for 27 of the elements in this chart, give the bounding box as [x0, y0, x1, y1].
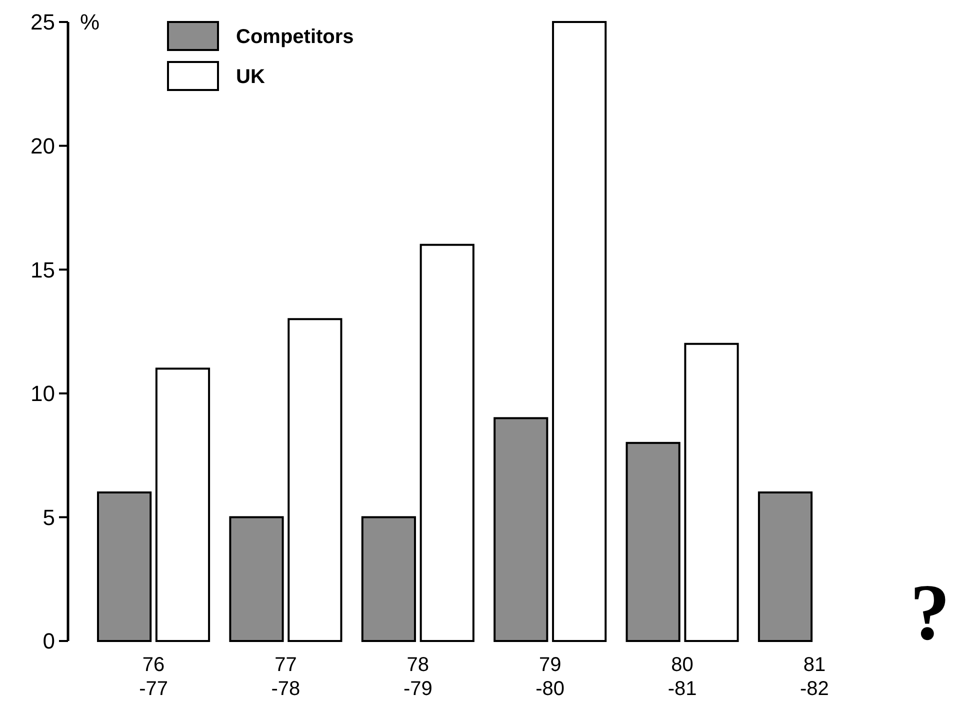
text: ? — [910, 569, 950, 657]
legend-label: UK — [236, 66, 266, 88]
bar — [494, 417, 548, 642]
y-tick-label: 0 — [42, 628, 55, 654]
bar — [552, 21, 607, 642]
x-tick-label: 79 -80 — [536, 654, 565, 700]
y-tick-label: 15 — [30, 257, 55, 282]
bar — [361, 516, 416, 642]
x-tick-label: 77 -78 — [271, 654, 300, 700]
legend-label: Competitors — [236, 26, 354, 48]
bar — [155, 368, 210, 642]
y-tick-label: 5 — [42, 504, 55, 530]
y-tick-label: 20 — [30, 134, 55, 158]
x-tick-label: 76 -77 — [139, 654, 168, 700]
y-axis-title: % — [80, 10, 100, 35]
bar — [758, 491, 813, 642]
bar — [288, 318, 342, 642]
x-tick-label: 80 -81 — [668, 654, 697, 700]
y-tick-label: 10 — [30, 381, 55, 406]
y-tick-label: 25 — [30, 10, 55, 35]
bar — [229, 516, 284, 642]
bar — [97, 491, 152, 642]
bar — [420, 244, 474, 642]
bar — [684, 342, 739, 642]
bar — [626, 442, 680, 642]
x-tick-label: 81 -82 — [800, 654, 829, 700]
x-tick-label: 78 -79 — [403, 654, 432, 700]
